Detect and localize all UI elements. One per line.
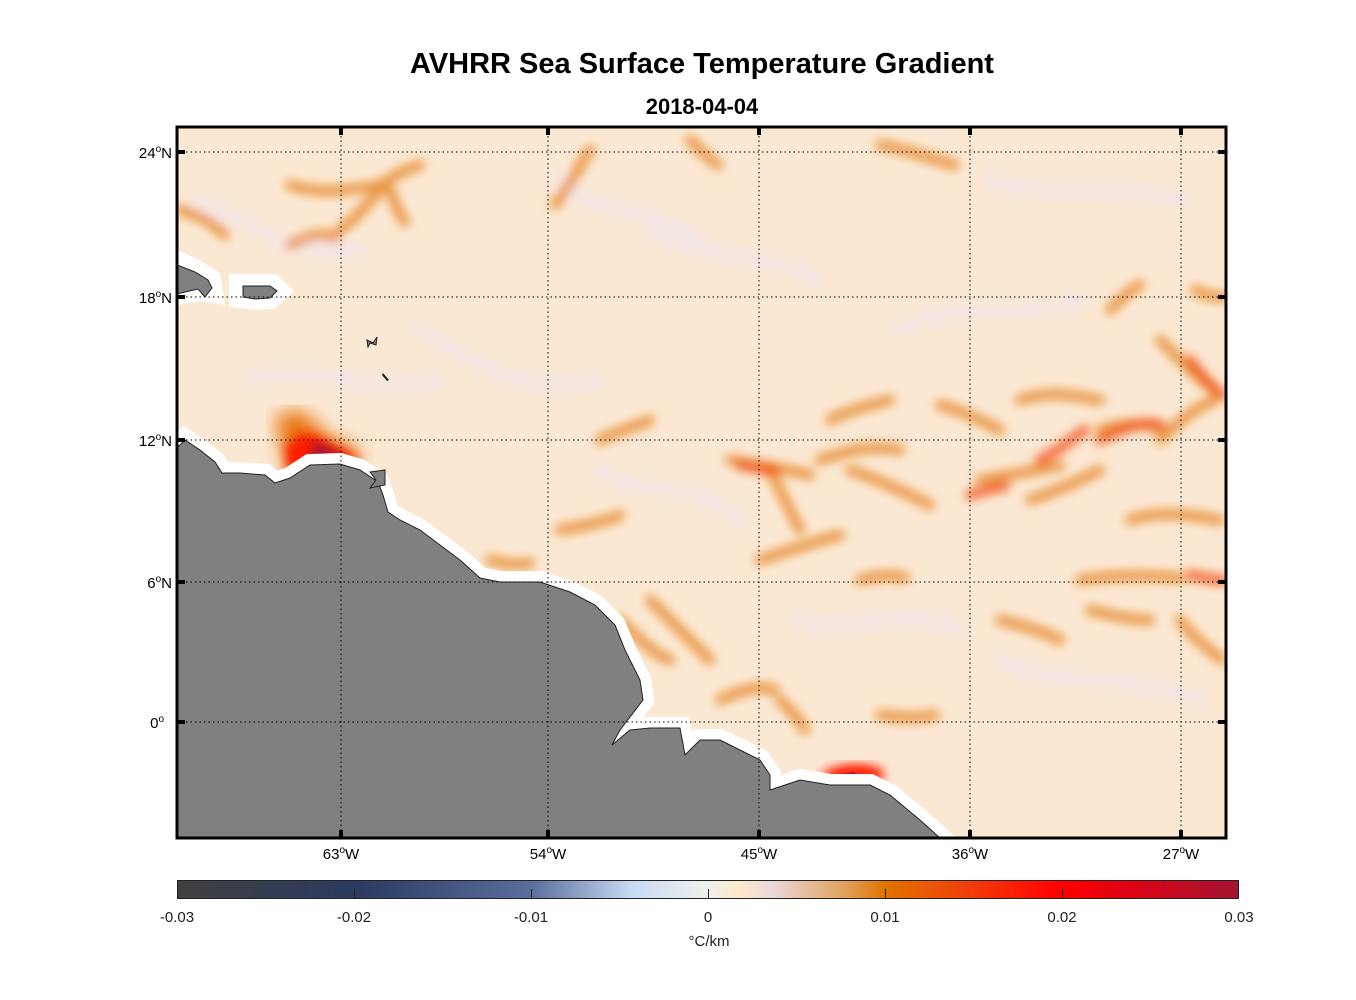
island-trinidad [368, 469, 386, 489]
y-tick-label: 12oN [138, 432, 172, 450]
x-tick-label: 36oW [951, 845, 989, 863]
colorbar-tick-label: -0.01 [513, 909, 549, 926]
y-tick-label: 18oN [138, 289, 172, 307]
colorbar-tick [1062, 889, 1063, 899]
ticks [177, 127, 1226, 838]
x-tick-label: 45oW [740, 845, 778, 863]
y-tick-label: 24oN [138, 144, 172, 162]
colorbar-tick [531, 889, 532, 899]
colorbar-tick [354, 889, 355, 899]
colorbar-tick [708, 889, 709, 899]
colorbar-tick [885, 889, 886, 899]
island-barbados [382, 373, 389, 381]
y-tick-label: 6oN [147, 574, 172, 592]
colorbar-tick-label: 0.01 [870, 909, 900, 926]
land-south-america [177, 439, 941, 838]
colorbar-tick-label: -0.03 [159, 909, 195, 926]
y-tick-label: 0o [150, 714, 164, 732]
gridlines [177, 127, 1226, 838]
colorbar-tick-label: -0.02 [336, 909, 372, 926]
island-puerto-rico [242, 285, 278, 300]
x-tick-label: 27oW [1162, 845, 1200, 863]
x-tick-label: 54oW [529, 845, 567, 863]
colorbar-unit-label: °C/km [688, 933, 730, 950]
x-tick-label: 63oW [322, 845, 360, 863]
map-frame [175, 125, 1228, 840]
chart-title: AVHRR Sea Surface Temperature Gradient [410, 48, 994, 80]
sst-gradient-features [177, 135, 1226, 735]
colorbar-tick-label: 0.02 [1047, 909, 1077, 926]
chart-subtitle: 2018-04-04 [645, 94, 759, 119]
colorbar-tick-label: 0.03 [1224, 909, 1254, 926]
island-guadeloupe [366, 336, 378, 349]
colorbar-tick-label: 0 [703, 909, 713, 926]
